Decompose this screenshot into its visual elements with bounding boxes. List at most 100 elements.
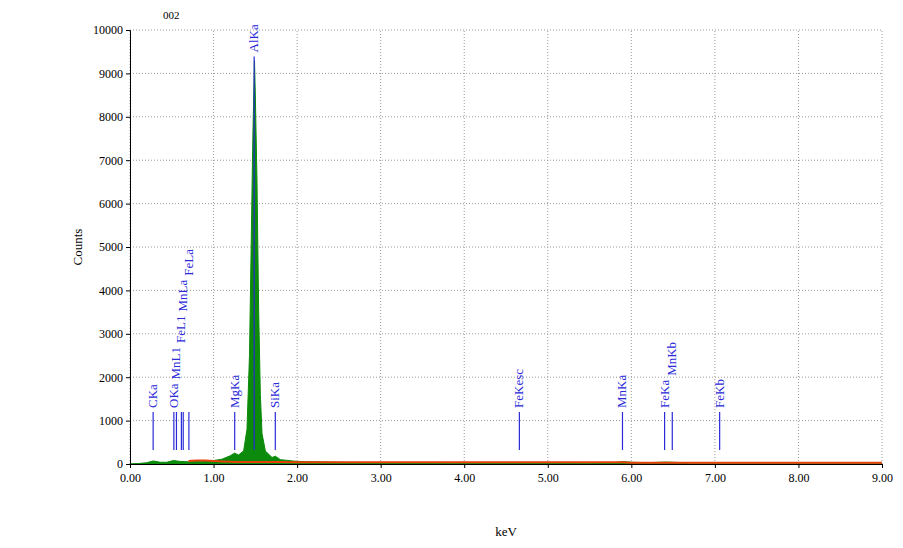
grid-line [130, 116, 882, 117]
chart: 0.00 1.00 2.00 3.00 4.00 5.00 6.00 7.00 8.00 9.00… [0, 0, 903, 548]
y-tick-mark [126, 73, 130, 74]
x-tick: 1.00 [204, 464, 225, 485]
grid-line [130, 30, 882, 31]
grid-line [297, 30, 298, 464]
x-tick-label: 7.00 [705, 471, 726, 485]
y-tick-label: 3000 [99, 327, 123, 341]
y-axis: 0100020003000400050006000700080009000100… [93, 23, 131, 471]
peak-labels: CKa OKa MnL1 FeL1 MnLa FeLa MgKa AlKa SiKa FeKesc… [145, 24, 727, 450]
x-tick-label: 5.00 [538, 471, 559, 485]
grid-line [130, 160, 882, 161]
y-tick-label: 4000 [99, 284, 123, 298]
x-tick: 2.00 [287, 464, 308, 485]
peak-label: FeL1 [173, 316, 188, 343]
y-tick: 8000 [99, 110, 130, 124]
y-tick: 4000 [99, 284, 130, 298]
peak-marker [275, 412, 276, 450]
peak-marker [183, 412, 184, 450]
y-tick-mark [126, 204, 130, 205]
y-tick-mark [126, 247, 130, 248]
y-axis-line [126, 31, 131, 465]
x-tick-label: 3.00 [371, 471, 392, 485]
x-tick: 7.00 [705, 464, 726, 485]
grid-line [213, 30, 214, 464]
x-axis-title: keV [495, 524, 517, 539]
peak-marker [254, 56, 255, 450]
grid-line [130, 333, 882, 334]
peak-label: FeKa [657, 380, 672, 408]
peak-marker [234, 412, 235, 450]
peak-marker [519, 412, 520, 450]
y-tick-label: 7000 [99, 154, 123, 168]
peak-label: CKa [145, 384, 160, 408]
peak-marker [664, 412, 665, 450]
x-tick-mark [715, 464, 716, 468]
x-tick: 3.00 [371, 464, 392, 485]
peak-label: MgKa [227, 375, 242, 408]
peak-marker [181, 412, 182, 450]
y-tick-label: 9000 [99, 67, 123, 81]
y-tick: 6000 [99, 197, 130, 211]
chart-title: 002 [163, 9, 180, 21]
peak-label: FeKesc [511, 369, 526, 408]
y-tick-mark [126, 30, 130, 31]
background-line [188, 461, 882, 463]
peak-label: AlKa [246, 24, 261, 52]
grid [130, 30, 882, 464]
x-tick-mark [464, 464, 465, 468]
x-tick-label: 8.00 [788, 471, 809, 485]
x-tick-label: 4.00 [454, 471, 475, 485]
x-tick: 4.00 [454, 464, 475, 485]
peak-marker [719, 412, 720, 450]
peak-marker [176, 412, 177, 450]
y-tick-mark [126, 464, 130, 465]
y-tick-label: 0 [117, 457, 123, 471]
peak-label: SiKa [267, 382, 282, 408]
y-tick: 0 [117, 457, 130, 471]
x-tick-label: 1.00 [204, 471, 225, 485]
y-tick: 5000 [99, 240, 130, 254]
peak-label: MnKa [614, 375, 629, 408]
peak-label: MnLa [175, 280, 190, 312]
peak-label: MnL1 [168, 347, 183, 380]
y-tick: 3000 [99, 327, 130, 341]
y-tick-mark [126, 421, 130, 422]
x-tick: 9.00 [872, 464, 893, 485]
grid-line [130, 290, 882, 291]
x-tick-mark [882, 464, 883, 468]
x-tick: 5.00 [538, 464, 559, 485]
y-tick-label: 2000 [99, 371, 123, 385]
peak-label: OKa [166, 383, 181, 408]
y-tick-label: 5000 [99, 240, 123, 254]
y-tick-mark [126, 290, 130, 291]
grid-line [380, 30, 381, 464]
peak-label: FeLa [181, 249, 196, 276]
grid-line [130, 420, 882, 421]
y-tick-mark [126, 160, 130, 161]
plot-area [130, 60, 882, 464]
peak-label: FeKb [712, 379, 727, 408]
grid-line [130, 73, 882, 74]
peak-marker [188, 412, 189, 450]
x-axis-line [131, 465, 883, 469]
x-tick: 6.00 [621, 464, 642, 485]
spectrum-area [130, 60, 882, 464]
grid-line [798, 30, 799, 464]
x-tick-mark [548, 464, 549, 468]
y-tick: 2000 [99, 371, 130, 385]
peak-marker [153, 412, 154, 450]
x-tick-mark [381, 464, 382, 468]
peak-marker [622, 412, 623, 450]
grid-line [130, 203, 882, 204]
y-axis-title: Counts [70, 229, 85, 266]
x-tick-label: 9.00 [872, 471, 893, 485]
x-tick: 0.00 [120, 464, 141, 485]
x-tick-mark [798, 464, 799, 468]
y-tick-label: 1000 [99, 414, 123, 428]
x-tick-mark [214, 464, 215, 468]
x-tick: 8.00 [788, 464, 809, 485]
peak-marker [672, 412, 673, 450]
y-tick: 1000 [99, 414, 130, 428]
grid-line [130, 247, 882, 248]
x-tick-mark [631, 464, 632, 468]
